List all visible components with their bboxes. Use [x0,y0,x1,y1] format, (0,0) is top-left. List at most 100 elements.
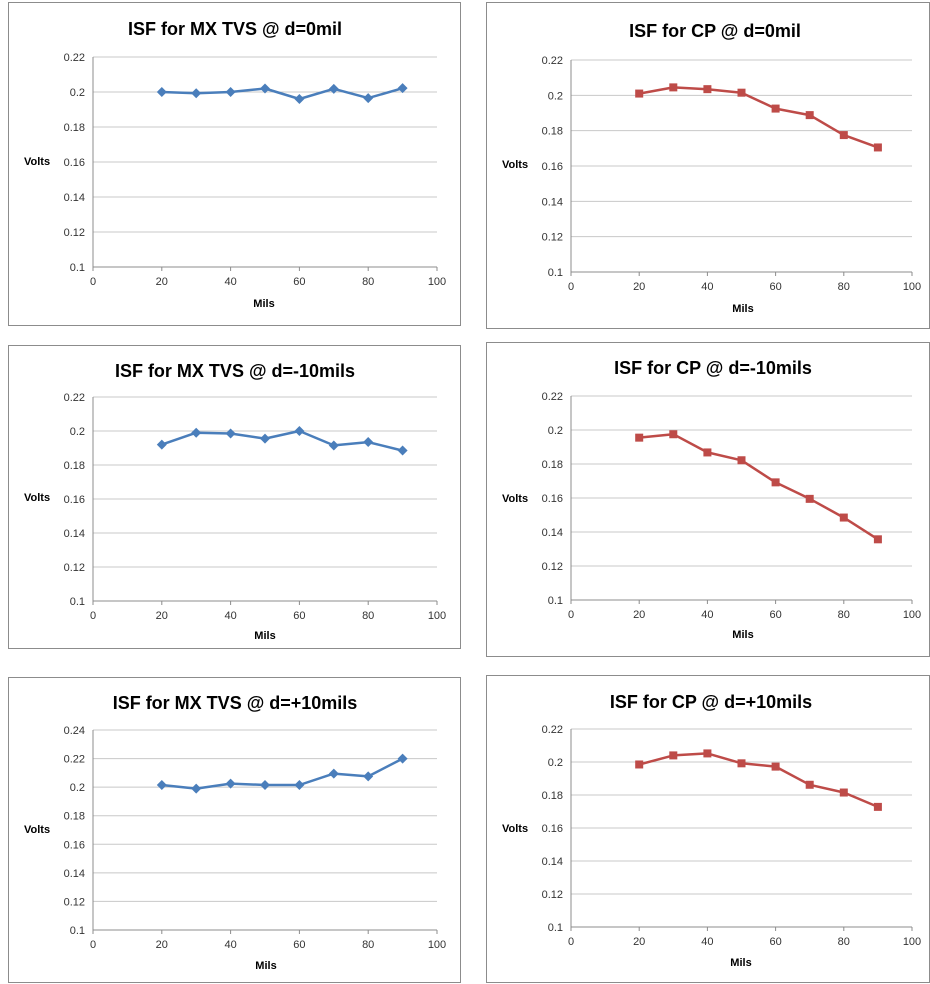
data-point [635,89,644,98]
data-point [328,83,339,94]
x-tick-label: 0 [568,281,574,293]
y-tick-label: 0.14 [64,528,85,540]
y-tick-label: 0.16 [542,161,563,173]
x-tick-label: 20 [156,939,168,951]
y-tick-label: 0.18 [542,126,563,138]
x-tick-label: 0 [90,610,96,622]
data-point [771,762,780,771]
y-tick-label: 0.22 [542,55,563,67]
x-tick-label: 60 [769,281,781,293]
data-point [397,83,408,94]
x-axis-label: Mils [255,960,276,972]
chart-panel-mx-dp10: ISF for MX TVS @ d=+10mils Volts Mils 0.… [8,677,461,983]
chart-panel-cp-dm10: ISF for CP @ d=-10mils Volts Mils 0.1 0.1… [486,342,930,657]
x-tick-label: 40 [224,610,236,622]
x-tick-label: 0 [90,939,96,951]
x-tick-label: 60 [293,939,305,951]
data-point [771,478,780,487]
x-tick-label: 60 [769,936,781,948]
x-axis-label: Mils [732,629,753,641]
y-tick-label: 0.1 [70,596,85,608]
data-point [397,753,408,764]
chart-title: ISF for MX TVS @ d=0mil [128,19,342,39]
y-tick-label: 0.14 [542,856,563,868]
data-point [703,448,712,457]
y-tick-label: 0.2 [548,425,563,437]
x-tick-label: 80 [362,276,374,288]
y-tick-label: 0.2 [70,426,85,438]
x-tick-label: 40 [701,281,713,293]
y-tick-label: 0.14 [64,192,85,204]
y-axis-label: Volts [502,823,528,835]
x-tick-label: 100 [428,939,446,951]
x-tick-label: 40 [224,276,236,288]
data-point [873,143,882,152]
data-point [225,778,236,789]
y-tick-label: 0.12 [542,232,563,244]
y-tick-label: 0.18 [542,459,563,471]
data-point [635,760,644,769]
x-tick-label: 80 [362,939,374,951]
data-point [703,85,712,94]
data-point [635,433,644,442]
x-tick-label: 100 [903,281,921,293]
y-tick-label: 0.12 [542,561,563,573]
y-tick-label: 0.12 [64,562,85,574]
y-tick-label: 0.12 [542,889,563,901]
series-line [638,752,879,809]
y-tick-label: 0.18 [64,122,85,134]
y-tick-label: 0.12 [64,227,85,239]
chart-svg: ISF for CP @ d=-10mils Volts Mils 0.1 0.1… [502,358,921,641]
data-point [191,783,202,794]
chart-title: ISF for CP @ d=-10mils [614,358,812,378]
y-axis-label: Volts [24,492,50,504]
data-point [191,427,202,438]
data-point [260,83,270,94]
x-tick-label: 100 [903,609,921,621]
x-tick-label: 80 [838,936,850,948]
series-line [161,757,404,790]
x-axis-label: Mils [253,298,274,310]
y-tick-label: 0.1 [70,262,85,274]
chart-title: ISF for CP @ d=0mil [629,21,801,41]
data-point [771,104,780,113]
data-point [156,439,167,450]
data-point [839,513,848,522]
y-tick-label: 0.14 [64,868,85,880]
series-line [638,86,879,149]
data-point [397,445,408,456]
chart-title: ISF for CP @ d=+10mils [610,692,812,712]
y-tick-label: 0.16 [64,839,85,851]
x-axis-label: Mils [254,630,275,642]
data-point [737,88,746,97]
data-point [669,430,678,439]
y-axis-label: Volts [24,824,50,836]
chart-svg: ISF for MX TVS @ d=0mil Volts Mils 0.1 0.… [24,19,446,310]
data-point [294,426,305,436]
data-point [703,749,712,758]
x-tick-label: 40 [224,939,236,951]
data-point [805,780,814,789]
x-tick-label: 100 [428,276,446,288]
chart-panel-mx-d0: ISF for MX TVS @ d=0mil Volts Mils 0.1 0.… [8,2,461,326]
data-point [839,788,848,797]
data-point [156,780,167,790]
y-tick-label: 0.22 [542,391,563,403]
x-tick-label: 100 [428,610,446,622]
y-tick-label: 0.16 [542,493,563,505]
y-tick-label: 0.2 [70,87,85,99]
chart-title: ISF for MX TVS @ d=+10mils [113,693,358,713]
x-axis-label: Mils [730,957,751,969]
chart-panel-mx-dm10: ISF for MX TVS @ d=-10mils Volts Mils 0.… [8,345,461,649]
x-tick-label: 40 [701,936,713,948]
chart-svg: ISF for MX TVS @ d=+10mils Volts Mils 0.… [24,693,446,972]
data-point [363,93,374,104]
x-tick-label: 80 [838,281,850,293]
y-tick-label: 0.16 [64,494,85,506]
chart-title: ISF for MX TVS @ d=-10mils [115,361,355,381]
data-point [328,440,339,451]
y-tick-label: 0.1 [548,922,563,934]
y-tick-label: 0.14 [542,196,563,208]
x-axis-label: Mils [732,303,753,315]
y-tick-label: 0.1 [548,595,563,607]
